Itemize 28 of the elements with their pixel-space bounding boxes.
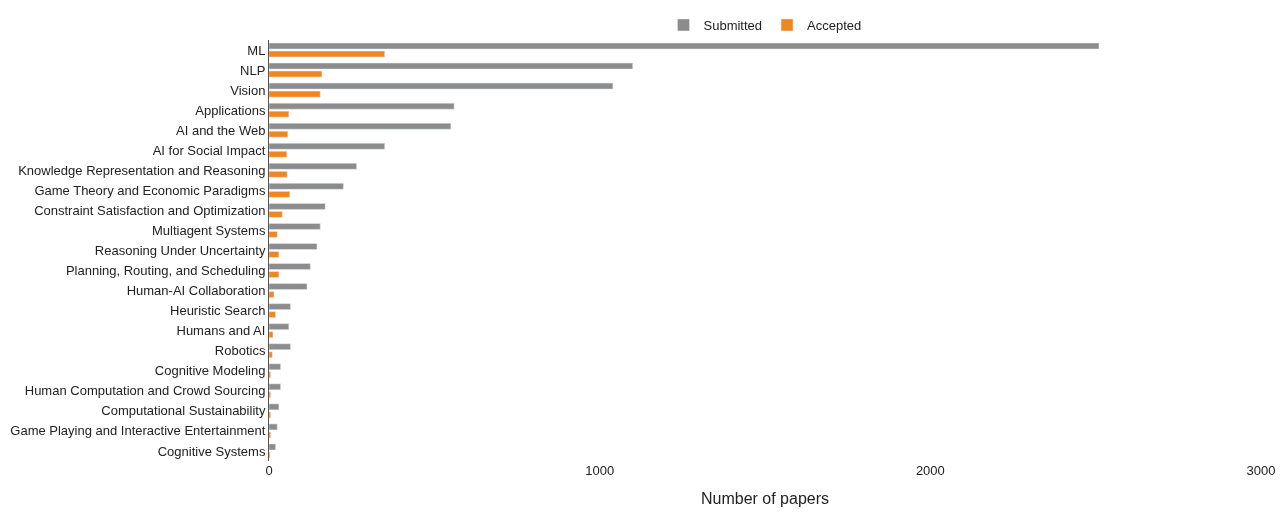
y-tick-label: Human Computation and Crowd Sourcing: [24, 383, 266, 399]
x-tick-label: 1000: [585, 463, 615, 478]
x-axis-title: Number of papers: [700, 489, 830, 507]
y-tick-label: Heuristic Search: [170, 303, 266, 319]
x-tick-label: 2000: [915, 463, 945, 478]
legend-label: Submitted: [703, 18, 763, 34]
y-tick-label: Cognitive Modeling: [154, 363, 266, 379]
y-tick-label: NLP: [240, 62, 266, 78]
y-tick-label: Knowledge Representation and Reasoning: [18, 162, 266, 178]
y-tick-label: Game Theory and Economic Paradigms: [34, 182, 266, 198]
y-tick-label: Robotics: [214, 343, 266, 359]
y-tick-label: Reasoning Under Uncertainty: [94, 243, 266, 259]
y-tick-label: ML: [247, 42, 266, 58]
y-tick-label: Planning, Routing, and Scheduling: [65, 263, 266, 279]
y-tick-label: Cognitive Systems: [157, 443, 266, 459]
y-tick-label: Constraint Satisfaction and Optimization: [34, 202, 266, 218]
y-tick-label: Game Playing and Interactive Entertainment: [10, 423, 266, 439]
legend-label: Accepted: [807, 18, 862, 34]
y-tick-label: Humans and AI: [176, 323, 266, 339]
y-tick-label: Vision: [230, 82, 266, 98]
y-tick-label: Human-AI Collaboration: [126, 283, 266, 299]
y-tick-label: AI for Social Impact: [152, 142, 266, 158]
x-tick-label: 3000: [1246, 463, 1276, 478]
y-tick-label: Applications: [195, 102, 266, 118]
y-tick-label: Computational Sustainability: [101, 403, 266, 419]
y-tick-label: AI and the Web: [176, 122, 266, 138]
x-tick-label: 0: [265, 463, 273, 478]
y-tick-label: Multiagent Systems: [151, 223, 266, 238]
